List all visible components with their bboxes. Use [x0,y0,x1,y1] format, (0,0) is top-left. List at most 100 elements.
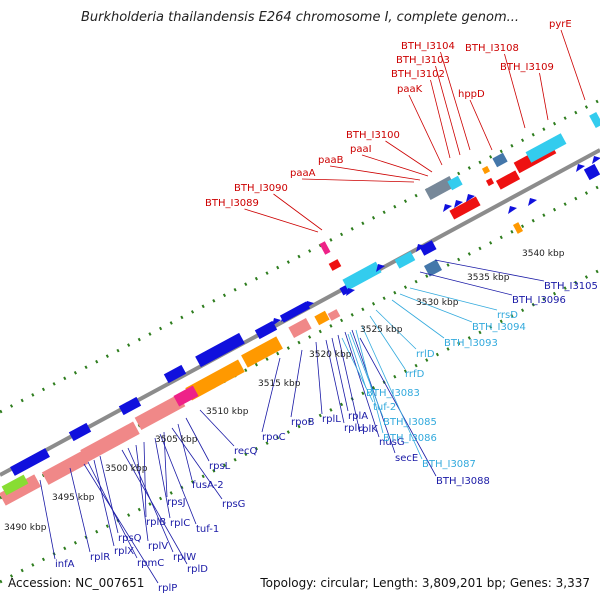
gene-label: rplU [344,423,365,434]
gene-arrow [305,301,314,309]
gene-feature [254,320,278,340]
leader-line [154,437,171,519]
gene-arrow [346,288,355,296]
gene-label: BTH_I3104 [401,41,455,52]
gene-label: rplL [322,414,341,425]
gene-arrow [454,200,463,208]
gene-feature [449,196,481,220]
gene-label: BTH_I3093 [444,338,498,349]
gene-feature [327,309,341,321]
leader-line [361,154,429,177]
gene-feature [314,310,330,326]
gene-arrow [443,204,452,212]
gene-label: rplC [170,518,190,529]
leader-line [375,309,417,350]
leader-line [301,178,415,183]
gene-label: recQ [234,446,258,457]
gene-label: BTH_I3087 [422,459,476,470]
gene-label: rrsD [497,310,518,321]
leader-line [435,65,461,156]
gene-feature [419,240,437,256]
leader-line [325,339,345,424]
gene-feature [394,251,416,269]
gene-label: BTH_I3086 [383,433,437,444]
gene-label: rplD [187,564,208,575]
gene-feature [589,111,600,129]
leader-line [273,193,323,231]
gene-label: rpsJ [167,497,186,508]
leader-line [419,271,513,296]
gene-arrow [576,164,585,172]
gene-feature [481,165,491,175]
gene-feature [173,385,199,407]
gene-label: BTH_I3108 [465,43,519,54]
gene-feature [328,259,342,271]
gene-track [0,111,600,506]
gene-label: BTH_I3083 [366,388,420,399]
leader-line [121,449,188,565]
leader-line [409,287,498,311]
leader-line [359,337,437,477]
gene-arrow [466,194,475,202]
gene-label: tuf-1 [196,524,219,535]
gene-label: rplK [358,424,378,435]
leader-line [539,72,549,121]
leader-line [329,165,421,181]
scale-label: 3490 kbp [4,523,47,533]
leader-line [69,467,91,553]
map-title: Burkholderia thailandensis E264 chromoso… [80,10,520,25]
gene-label: nusG [379,437,405,448]
gene-arrow [281,314,290,322]
leader-line [39,479,56,560]
gene-feature [319,241,331,255]
gene-label: rrlD [416,349,435,360]
gene-feature [423,259,443,277]
gene-feature [41,451,89,485]
gene-label: rplW [173,552,196,563]
label-leaders [39,29,586,584]
gene-feature [447,175,463,191]
leader-line [504,53,526,129]
scale-label: 3505 kbp [155,435,198,445]
scale-label: 3500 kbp [105,464,148,474]
scale-label: 3510 kbp [206,407,249,417]
gene-label: paaA [290,168,316,179]
accession-label: Accession: NC_007651 [8,576,145,590]
leader-line [199,409,235,447]
leader-line [469,99,493,151]
gene-label: rpsQ [118,533,142,544]
scale-label: 3540 kbp [522,249,565,259]
gene-feature [424,176,456,200]
gene-label: tuf-2 [373,402,396,413]
gene-label: rrfD [405,369,425,380]
leader-line [341,337,374,403]
leader-line [385,140,433,173]
gene-label: paaK [397,84,423,95]
gene-label: secE [395,453,418,464]
gene-feature [80,421,140,463]
gene-feature [0,474,41,506]
gene-label: BTH_I3096 [512,295,566,306]
leader-line [391,299,445,339]
gene-label: rpsL [209,461,231,472]
gene-labels: pyrE BTH_I3108 BTH_I3109 BTH_I3104 BTH_I3103… [55,19,598,594]
gene-feature [495,170,521,190]
gene-label: rplV [148,541,168,552]
gene-label: BTH_I3090 [234,183,288,194]
gene-feature [241,336,283,368]
gene-feature [1,474,29,496]
leader-line [99,455,119,534]
leader-line [135,444,149,542]
leader-line [185,417,210,462]
gene-label: rplA [348,411,368,422]
leader-line [171,427,223,500]
gene-feature [185,359,245,401]
gene-feature [288,317,312,339]
gene-arrow [376,264,385,272]
leader-line [347,333,367,389]
leader-line [344,331,380,438]
gene-label: fusA-2 [192,480,224,491]
leader-line [408,94,443,166]
gene-label: rplP [158,583,177,594]
